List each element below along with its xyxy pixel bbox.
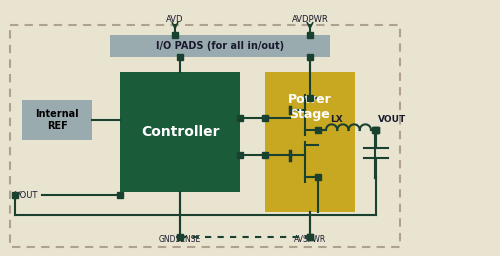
Bar xyxy=(10,25,400,247)
Bar xyxy=(22,100,92,140)
Text: VOUT: VOUT xyxy=(15,190,38,199)
Bar xyxy=(110,35,330,57)
Text: LX: LX xyxy=(330,115,343,124)
Text: Controller: Controller xyxy=(141,125,219,139)
Text: AVSPWR: AVSPWR xyxy=(294,235,326,244)
Text: I/O PADS (for all in/out): I/O PADS (for all in/out) xyxy=(156,41,284,51)
Bar xyxy=(265,72,355,212)
Text: GNDSENSE: GNDSENSE xyxy=(159,235,201,244)
Text: AVD: AVD xyxy=(166,15,184,24)
Text: Power
Stage: Power Stage xyxy=(288,93,332,121)
Text: AVDPWR: AVDPWR xyxy=(292,15,329,24)
Text: VOUT: VOUT xyxy=(378,115,406,124)
Text: Internal
REF: Internal REF xyxy=(35,109,79,131)
Bar xyxy=(120,72,240,192)
